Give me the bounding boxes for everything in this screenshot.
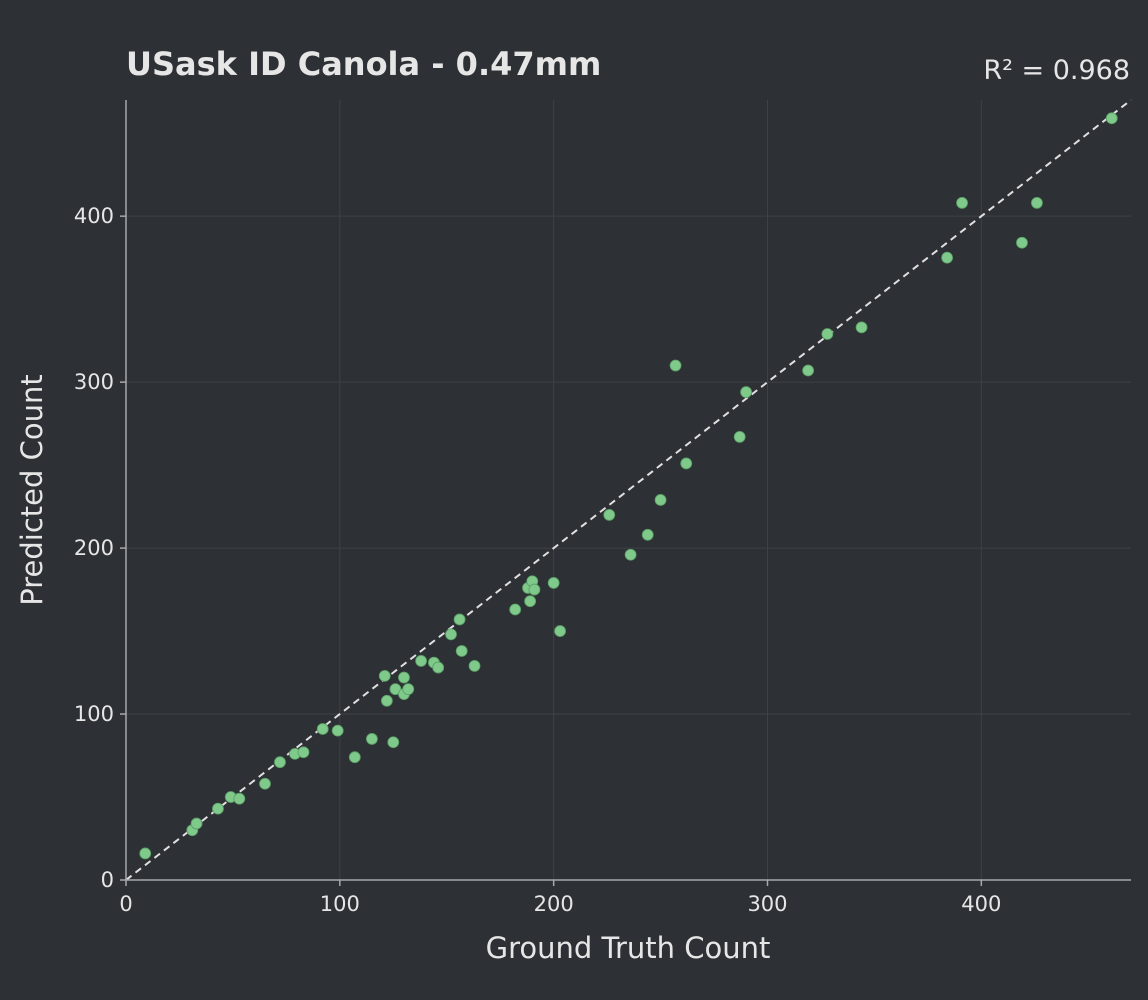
data-point	[468, 660, 481, 672]
y-tick-label: 200	[74, 536, 114, 560]
y-tick-label: 300	[74, 370, 114, 394]
data-point	[802, 364, 815, 377]
y-tick-label: 0	[101, 868, 114, 892]
data-point	[733, 430, 746, 443]
data-point	[316, 723, 329, 735]
x-axis-label: Ground Truth Count	[486, 931, 771, 965]
y-tick-label: 400	[74, 204, 114, 228]
data-point	[445, 628, 457, 641]
y-tick-label: 100	[74, 702, 114, 726]
grid	[126, 100, 1131, 880]
data-point	[387, 736, 400, 749]
x-tick-label: 200	[534, 892, 574, 916]
data-point	[348, 751, 361, 764]
data-point	[641, 528, 654, 541]
data-point	[547, 577, 560, 589]
data-point	[415, 655, 427, 667]
data-point	[624, 548, 637, 561]
data-point	[669, 359, 682, 372]
data-point	[190, 817, 203, 830]
data-point	[398, 671, 410, 684]
data-point	[654, 494, 667, 506]
data-point	[1016, 236, 1028, 249]
data-point	[941, 251, 954, 264]
identity-reference-line	[125, 99, 1132, 881]
data-point	[528, 583, 541, 596]
data-points	[139, 112, 1118, 860]
data-point	[524, 595, 537, 608]
data-point	[380, 694, 393, 707]
data-point	[855, 321, 868, 334]
data-point	[139, 847, 152, 860]
data-point	[740, 386, 753, 398]
data-point	[603, 508, 616, 521]
x-tick-label: 100	[320, 892, 360, 916]
data-point	[509, 603, 522, 616]
x-axis-ticks: 0 100 200 300 400	[119, 880, 1001, 916]
data-point	[453, 613, 466, 626]
data-point	[297, 746, 310, 759]
data-point	[1031, 196, 1043, 209]
x-tick-label: 0	[119, 892, 132, 916]
data-point	[366, 733, 378, 745]
y-axis-ticks: 0 100 200 300 400	[74, 204, 126, 892]
data-point	[680, 457, 693, 470]
x-tick-label: 300	[747, 892, 787, 916]
data-point	[378, 669, 391, 682]
data-point	[554, 625, 566, 637]
data-point	[956, 196, 968, 209]
data-point	[233, 792, 246, 805]
data-point	[402, 683, 415, 696]
data-point	[331, 724, 344, 737]
r-squared-annotation: R² = 0.968	[983, 55, 1130, 86]
x-tick-label: 400	[961, 892, 1001, 916]
data-point	[274, 756, 286, 769]
y-axis-label: Predicted Count	[15, 374, 49, 605]
data-point	[432, 661, 445, 674]
data-point	[821, 328, 834, 340]
chart-title: USask ID Canola - 0.47mm	[126, 45, 601, 83]
data-point	[212, 802, 224, 815]
data-point	[1105, 112, 1118, 125]
data-point	[259, 777, 271, 790]
data-point	[455, 645, 468, 657]
